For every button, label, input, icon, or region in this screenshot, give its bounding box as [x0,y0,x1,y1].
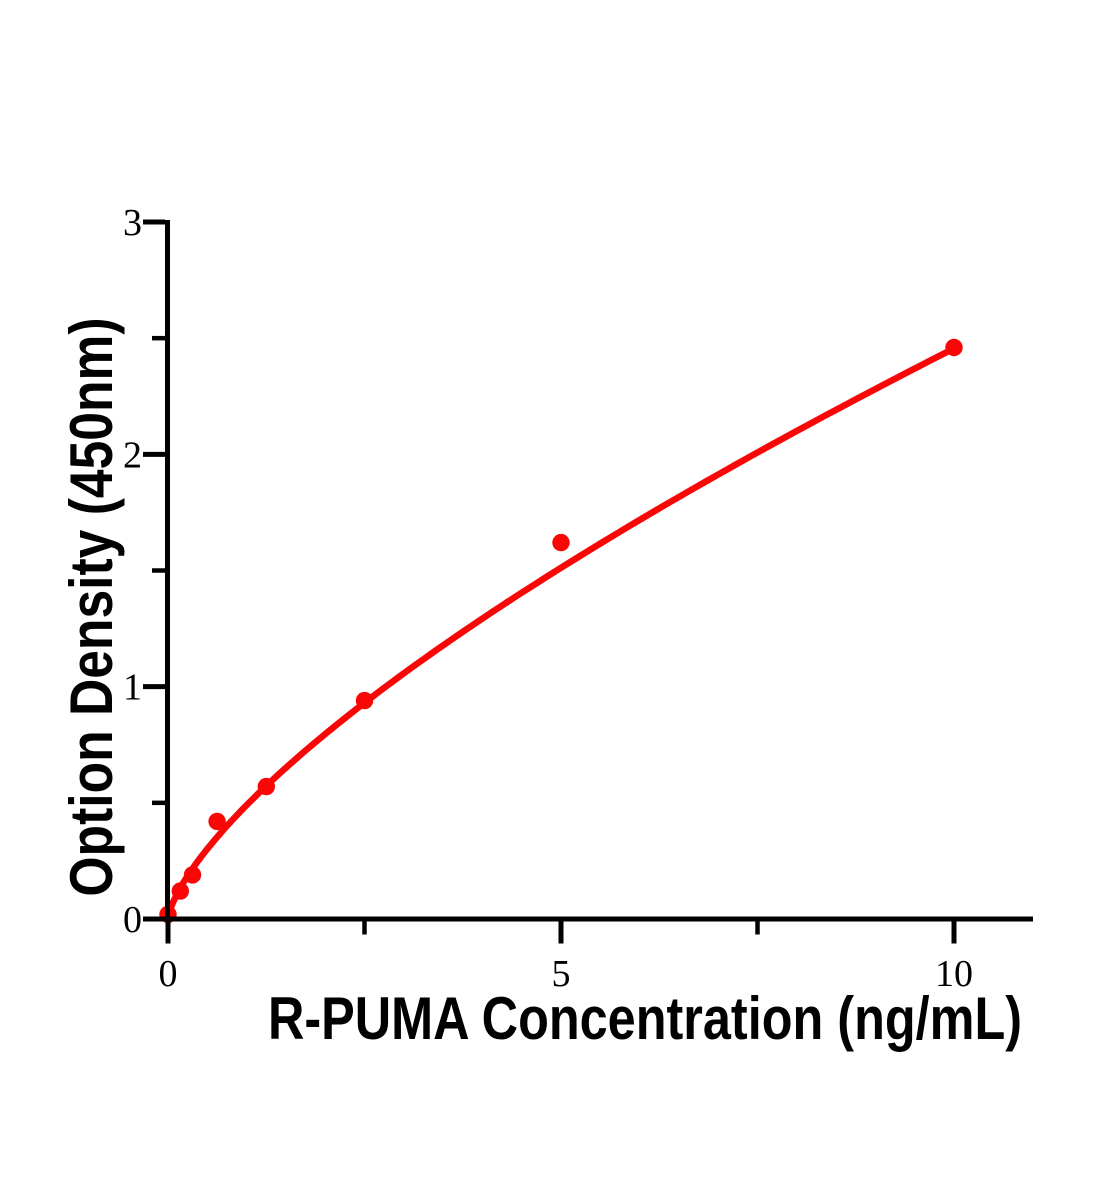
y-tick-label: 3 [123,202,142,244]
x-tick-label: 5 [552,953,571,995]
y-tick-label: 0 [123,899,142,941]
y-axis-title: Option Density (450nm) [58,317,125,897]
data-point [183,866,202,884]
x-axis-title: R-PUMA Concentration (ng/mL) [267,985,1023,1052]
x-tick-label: 0 [159,953,178,995]
data-point [552,533,570,552]
data-point [355,691,374,710]
data-point [945,338,963,357]
data-point [257,777,275,796]
fit-curve-line [164,345,958,923]
x-tick-label: 10 [935,953,973,995]
y-tick-label: 1 [123,667,142,709]
data-point [208,812,226,831]
data-point [171,882,189,900]
y-tick-label: 2 [123,434,142,476]
